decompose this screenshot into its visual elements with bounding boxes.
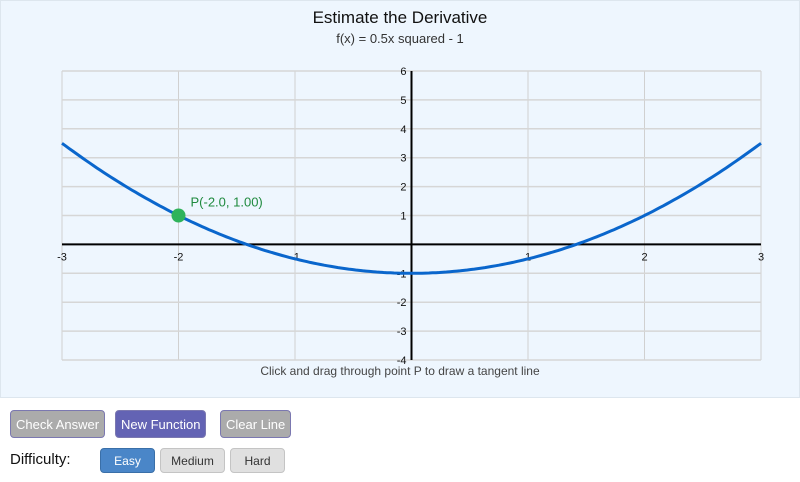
instruction-text: Click and drag through point P to draw a… bbox=[260, 364, 540, 378]
y-tick-label: 4 bbox=[400, 124, 406, 136]
y-tick-label: 2 bbox=[400, 182, 406, 194]
graph-panel: Estimate the Derivative f(x) = 0.5x squa… bbox=[0, 0, 800, 398]
difficulty-hard-button[interactable]: Hard bbox=[230, 448, 285, 473]
y-tick-label: 6 bbox=[400, 66, 406, 78]
y-tick-label: -2 bbox=[397, 297, 407, 309]
function-subtitle: f(x) = 0.5x squared - 1 bbox=[336, 31, 464, 46]
y-tick-label: 5 bbox=[400, 95, 406, 107]
new-function-button[interactable]: New Function bbox=[115, 410, 207, 438]
difficulty-label: Difficulty: bbox=[10, 451, 71, 468]
x-tick-label: 2 bbox=[641, 251, 647, 263]
point-p[interactable] bbox=[171, 208, 186, 223]
x-tick-label: -3 bbox=[57, 251, 67, 263]
check-answer-button[interactable]: Check Answer bbox=[10, 410, 106, 438]
x-tick-label: -2 bbox=[174, 251, 184, 263]
chart-title: Estimate the Derivative bbox=[312, 8, 488, 27]
x-tick-label: 3 bbox=[758, 251, 764, 263]
point-label: P(-2.0, 1.00) bbox=[191, 195, 263, 210]
difficulty-medium-button[interactable]: Medium bbox=[160, 448, 225, 473]
y-tick-label: 1 bbox=[400, 211, 406, 223]
difficulty-easy-button[interactable]: Easy bbox=[100, 448, 155, 473]
y-tick-label: -4 bbox=[397, 355, 407, 367]
clear-line-button[interactable]: Clear Line bbox=[220, 410, 292, 438]
y-tick-label: -3 bbox=[397, 326, 407, 338]
y-tick-label: 3 bbox=[400, 153, 406, 165]
